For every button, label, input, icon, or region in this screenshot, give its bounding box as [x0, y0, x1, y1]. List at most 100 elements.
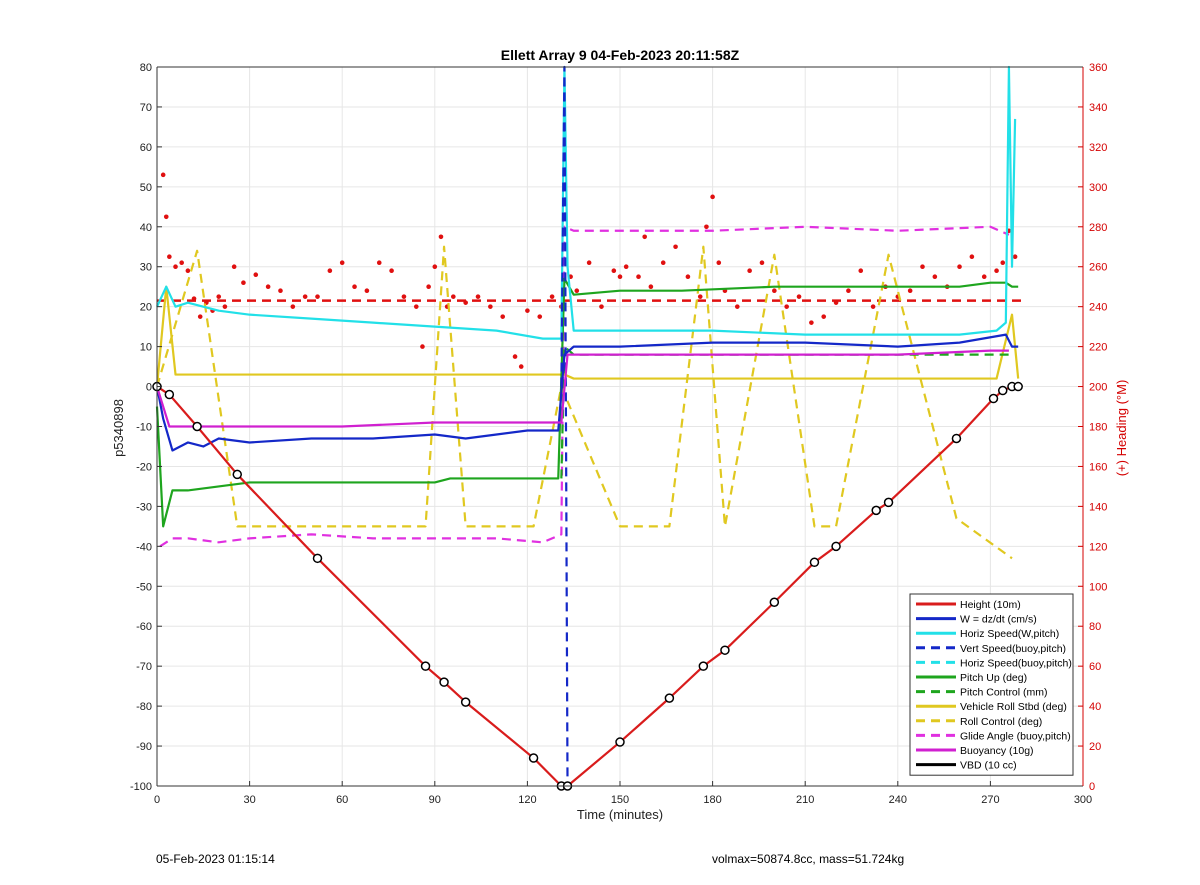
- legend-entry: VBD (10 cc): [960, 760, 1017, 772]
- y-axis-label-left: p5340898: [111, 399, 126, 457]
- height-marker: [439, 677, 449, 687]
- height-marker: [831, 541, 841, 552]
- height-marker: [615, 737, 625, 747]
- y-right-tick-label: 120: [1089, 541, 1107, 553]
- heading-point: [716, 260, 722, 266]
- heading-point: [231, 264, 237, 270]
- heading-point: [796, 294, 802, 299]
- y-right-tick-label: 160: [1089, 461, 1107, 473]
- legend-entry: Glide Angle (buoy,pitch): [960, 730, 1071, 742]
- heading-point: [759, 260, 765, 266]
- heading-point: [420, 344, 425, 349]
- legend-entry: Horiz Speed(W,pitch): [960, 628, 1059, 640]
- height-marker: [664, 693, 675, 703]
- height-marker: [460, 697, 471, 707]
- y-right-tick-label: 20: [1089, 741, 1101, 753]
- y-right-tick-label: 180: [1089, 422, 1107, 434]
- y-right-tick-label: 320: [1089, 142, 1107, 154]
- series-line-vehicle-roll-stbd-deg: [155, 285, 1020, 387]
- y-left-tick-label: 70: [140, 102, 152, 114]
- legend-entry: Pitch Up (deg): [960, 672, 1027, 684]
- heading-point: [957, 264, 962, 270]
- y-axis-label-right: (+) Heading (°M): [1114, 380, 1129, 477]
- heading-point: [784, 304, 789, 309]
- heading-point: [376, 260, 382, 266]
- legend-entry: Buoyancy (10g): [960, 745, 1034, 757]
- height-marker: [951, 433, 962, 444]
- heading-point: [413, 304, 419, 309]
- heading-point: [512, 354, 518, 359]
- y-left-tick-label: -90: [136, 741, 152, 753]
- y-right-tick-label: 80: [1089, 621, 1101, 633]
- heading-point: [623, 264, 629, 270]
- heading-point: [302, 294, 308, 299]
- y-left-tick-label: -80: [136, 701, 152, 713]
- height-marker: [420, 661, 431, 671]
- y-right-tick-label: 260: [1089, 262, 1107, 274]
- height-marker: [883, 497, 894, 508]
- heading-point: [549, 294, 555, 299]
- heading-point: [500, 314, 506, 319]
- heading-point: [821, 314, 827, 319]
- y-left-tick-label: 50: [140, 182, 152, 194]
- heading-point: [167, 254, 172, 260]
- y-right-tick-label: 360: [1089, 62, 1107, 74]
- y-left-tick-label: -10: [136, 422, 152, 434]
- chart-title: Ellett Array 9 04-Feb-2023 20:11:58Z: [501, 47, 740, 63]
- axes: 0 30 60 90 120 150 180 210 240 270 300807060504030…: [130, 62, 1107, 806]
- heading-point: [537, 314, 543, 319]
- heading-point: [163, 214, 169, 220]
- y-left-tick-label: -60: [136, 621, 152, 633]
- y-right-tick-label: 240: [1089, 302, 1107, 314]
- x-tick-label: 240: [889, 794, 907, 806]
- heading-point: [438, 234, 444, 240]
- heading-point: [920, 264, 925, 270]
- legend-entry: Horiz Speed(buoy,pitch): [960, 657, 1072, 669]
- legend-box: [909, 593, 1074, 776]
- y-left-tick-label: 30: [140, 262, 152, 274]
- y-left-tick-label: -40: [136, 541, 152, 553]
- series-line-glide-angle-buoy-pitch: [159, 225, 1010, 548]
- legend-entry: W = dz/dt (cm/s): [960, 614, 1037, 626]
- series-line-w-dz-dt-cm-s: [155, 333, 1019, 452]
- y-right-tick-label: 0: [1089, 781, 1095, 793]
- height-marker: [164, 389, 175, 400]
- heading-point: [364, 288, 370, 293]
- heading-point: [747, 268, 752, 274]
- y-left-tick-label: 40: [140, 222, 152, 234]
- heading-point: [994, 268, 999, 274]
- x-tick-label: 270: [981, 794, 999, 806]
- heading-point: [660, 260, 666, 266]
- y-right-tick-label: 140: [1089, 501, 1107, 513]
- series-line-roll-control-deg: [155, 245, 1013, 560]
- heading-point: [599, 304, 604, 309]
- heading-point: [426, 284, 431, 289]
- heading-point: [432, 264, 438, 270]
- legend-entry: Height (10m): [960, 599, 1021, 611]
- y-left-tick-label: 60: [140, 142, 152, 154]
- x-axis-label: Time (minutes): [577, 807, 663, 822]
- heading-point: [197, 314, 203, 319]
- heading-point: [173, 264, 178, 270]
- heading-point: [222, 304, 228, 309]
- y-right-tick-label: 220: [1089, 342, 1107, 354]
- x-tick-label: 120: [518, 794, 536, 806]
- height-marker: [809, 557, 820, 568]
- heading-point: [315, 294, 320, 299]
- heading-point: [160, 172, 166, 178]
- heading-point: [278, 288, 283, 293]
- x-tick-label: 0: [154, 794, 160, 806]
- x-tick-label: 180: [703, 794, 721, 806]
- height-marker: [720, 645, 730, 655]
- heading-point: [327, 268, 333, 274]
- heading-point: [642, 234, 647, 240]
- heading-point: [241, 280, 246, 286]
- heading-point: [969, 254, 975, 260]
- heading-point: [216, 294, 222, 299]
- heading-point: [809, 320, 814, 325]
- x-tick-label: 60: [336, 794, 348, 806]
- x-tick-label: 90: [429, 794, 441, 806]
- heading-point: [1000, 260, 1006, 266]
- height-marker: [997, 385, 1008, 396]
